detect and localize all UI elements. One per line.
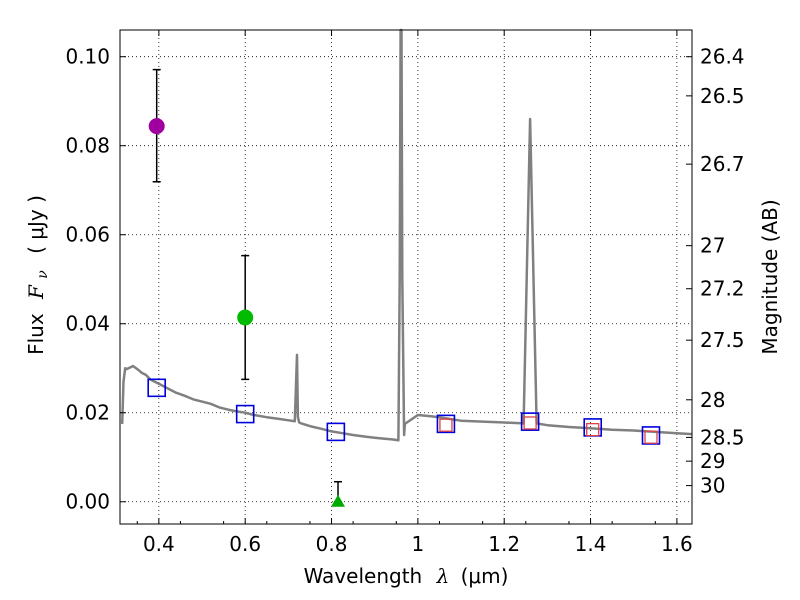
mag-tick-label: 27 [700, 234, 725, 258]
model-photometry-marker [436, 414, 456, 434]
detection-marker [237, 309, 254, 326]
mag-tick-label: 26.7 [700, 152, 745, 176]
non-detection-marker [331, 494, 346, 507]
x-tick-label: 0.4 [143, 532, 175, 556]
detection-marker [148, 118, 165, 135]
mag-tick-label: 26.5 [700, 84, 745, 108]
model-photometry-marker [326, 422, 346, 442]
x-tick-label: 1.6 [661, 532, 693, 556]
y-tick-label: 0.00 [65, 490, 110, 514]
sed-model-line [120, 28, 693, 442]
y-tick-label: 0.04 [65, 312, 110, 336]
observed-photometry-marker [439, 418, 453, 432]
observed-photometry-marker [586, 423, 600, 437]
grid-lines [120, 30, 692, 524]
plot-data [120, 28, 693, 507]
mag-tick-label: 30 [700, 474, 725, 498]
y-tick-label: 0.06 [65, 223, 110, 247]
observed-photometry-marker [523, 416, 537, 430]
axis-ticks: 0.4 0.6 0.8 1 1.2 1.4 1.6 0.00 0.02 0.04 0.06 0.08 0… [65, 30, 745, 556]
mag-tick-label: 27.5 [700, 328, 745, 352]
y2-axis-title: Magnitude (AB) [758, 199, 782, 354]
mag-tick-label: 26.4 [700, 45, 745, 69]
x-tick-label: 1.2 [488, 532, 520, 556]
mag-tick-label: 28 [700, 388, 725, 412]
observed-photometry-marker [644, 430, 658, 444]
mag-tick-label: 29 [700, 449, 725, 473]
x-axis-title: Wavelength λ (μm) [304, 564, 509, 588]
plot-frame [119, 29, 693, 525]
model-photometry-marker [641, 426, 661, 445]
model-photometry-marker [520, 412, 540, 431]
x-tick-label: 0.8 [316, 532, 348, 556]
y-tick-label: 0.02 [65, 401, 110, 425]
x-tick-label: 1.4 [575, 532, 607, 556]
mag-tick-label: 28.5 [700, 425, 745, 449]
x-tick-label: 0.6 [229, 532, 261, 556]
model-photometry-marker [147, 378, 166, 398]
y-axis-title: Flux F ν ( μJy ) [24, 195, 52, 355]
y-tick-label: 0.10 [65, 45, 110, 69]
mag-tick-label: 27.2 [700, 277, 745, 301]
x-tick-label: 1 [412, 532, 425, 556]
y-tick-label: 0.08 [65, 134, 110, 158]
model-photometry-marker [235, 404, 255, 424]
